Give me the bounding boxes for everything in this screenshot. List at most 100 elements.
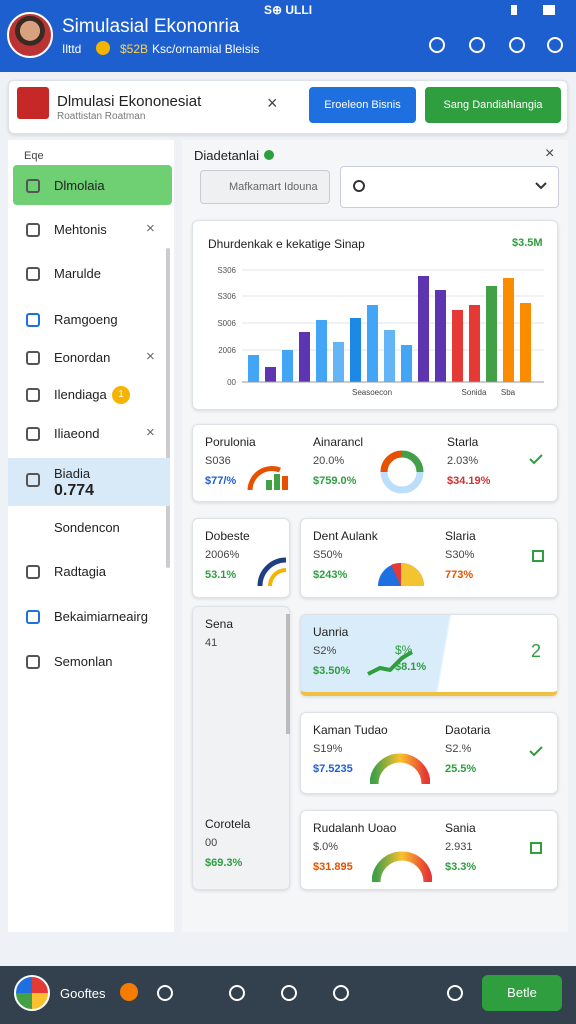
decor [380,450,403,473]
decor [333,985,349,1001]
logo [17,87,49,119]
panel-close[interactable]: × [545,145,555,162]
footer-label[interactable]: Gooftes [60,986,106,1001]
dropdown-icons [353,180,547,192]
nav-badge: 1 [112,386,130,404]
nav-label[interactable]: Ilendiaga [54,387,107,402]
nav-close[interactable]: × [146,220,155,237]
footer-icon[interactable] [446,984,464,1002]
footer-icon[interactable] [332,984,350,1002]
footer-bar [0,966,576,1024]
bar [418,276,429,382]
bar [265,367,276,382]
y-tick-label: 2006 [218,346,236,355]
search-box[interactable]: Mafkamart Idouna [200,170,330,204]
decor [372,851,432,883]
header-bar [0,0,576,72]
decor [401,450,424,473]
header-badge: $52B [120,42,149,56]
header-icon[interactable] [546,36,564,54]
nav-close[interactable]: × [146,424,155,441]
card-value: $34.19% [447,475,491,487]
nav-close[interactable]: × [146,348,155,365]
card-highlight[interactable]: Uanria S2% $3.50% $% $8.1% 2 [300,614,558,696]
header-icon[interactable] [468,36,486,54]
sidebar-label: Eqe [24,150,44,162]
footer-avatar[interactable] [14,975,50,1011]
bar [486,286,497,382]
banner-title: Dlmulasi Ekononesiat [57,93,202,110]
y-tick-label: S306 [217,292,236,301]
nav-label[interactable]: Bekaimiarneairg [54,609,148,624]
card-percent: 2006% [205,549,240,561]
pie [378,562,424,586]
nav-label[interactable]: Eonordan [54,350,111,365]
footer-icon[interactable] [156,984,174,1002]
nav-label[interactable]: Semonlan [54,654,113,669]
decor [529,454,543,465]
decor [429,37,445,53]
nav-label[interactable]: Radtagia [54,564,107,579]
decor [543,5,555,15]
gauge [372,851,432,883]
scroll-thumb [286,614,290,734]
nav-label[interactable]: Dlmolaia [54,178,105,193]
bar [503,278,514,382]
card-percent: 2.931 [445,841,473,853]
nav-label[interactable]: Sondencon [54,520,120,535]
card-value: 53.1% [205,569,237,581]
decor [532,550,544,562]
card-percent: $.0% [313,841,339,853]
stat-card[interactable]: Kaman Tudao S19% $7.5235 Daotaria S2.% 25.5% [300,712,558,794]
coin [96,41,110,55]
banner-subtitle: Roattistan Roatman [57,111,146,122]
nav-item-selected[interactable] [8,458,170,506]
nav-label[interactable]: Marulde [54,266,101,281]
button-success[interactable]: Sang Dandiahlangia [425,87,561,123]
header-icon[interactable] [508,36,526,54]
card-title: Rudalanh Uoao [313,821,397,835]
footer-button[interactable]: Betle [482,975,562,1011]
y-tick-label: S006 [217,319,236,328]
nav-icon [26,313,40,327]
nav-label[interactable]: Mehtonis [54,222,107,237]
nav-label[interactable]: Iliaeond [54,426,100,441]
card-title: Ainarancl [313,435,364,449]
button-primary[interactable]: Eroeleon Bisnis [309,87,416,123]
nav-icon [26,179,40,193]
header-icon[interactable] [428,36,446,54]
nav-icon [26,427,40,441]
decor [529,746,543,757]
stat-card[interactable]: Sena 41 Corotela 00 $69.3% [192,606,290,890]
card-percent: 2.03% [447,455,479,467]
gauge [370,753,430,785]
nav-label[interactable]: Ramgoeng [54,312,118,327]
dropdown[interactable] [340,166,559,208]
card-value: $31.895 [313,861,353,873]
icon-square [532,550,544,562]
stat-card[interactable]: Porulonia S036 $77/% Ainarancl 20.0% $759.0% S… [192,424,558,502]
stat-card[interactable]: Dent Aulank S50% $243% Slaria S30% 773% [300,518,558,598]
decor [370,753,430,785]
footer-icon[interactable] [228,984,246,1002]
card-percent: S2.% [445,743,472,755]
decor [247,466,281,491]
bar [435,290,446,382]
card-value: $759.0% [313,475,357,487]
decor [391,562,401,586]
icon-square [530,842,542,854]
decor [274,474,280,490]
chart: 00 2006 S006 S306 S306 Seasoecon Sonida Sba [217,266,544,397]
chart-title: Dhurdenkak e kekatige Sinap [208,237,365,251]
stat-card[interactable]: Dobeste 2006% 53.1% [192,518,290,598]
card-title: Dent Aulank [313,529,378,543]
card-value: $7.5235 [313,763,353,775]
bar [333,342,344,382]
nav-label[interactable]: Biadia [54,466,91,481]
status-icons [511,5,555,15]
footer-icon[interactable] [280,984,298,1002]
close-icon[interactable]: × [267,93,278,113]
check [529,454,543,465]
card-title: Corotela [205,817,251,831]
card-percent: S2% [313,645,337,657]
